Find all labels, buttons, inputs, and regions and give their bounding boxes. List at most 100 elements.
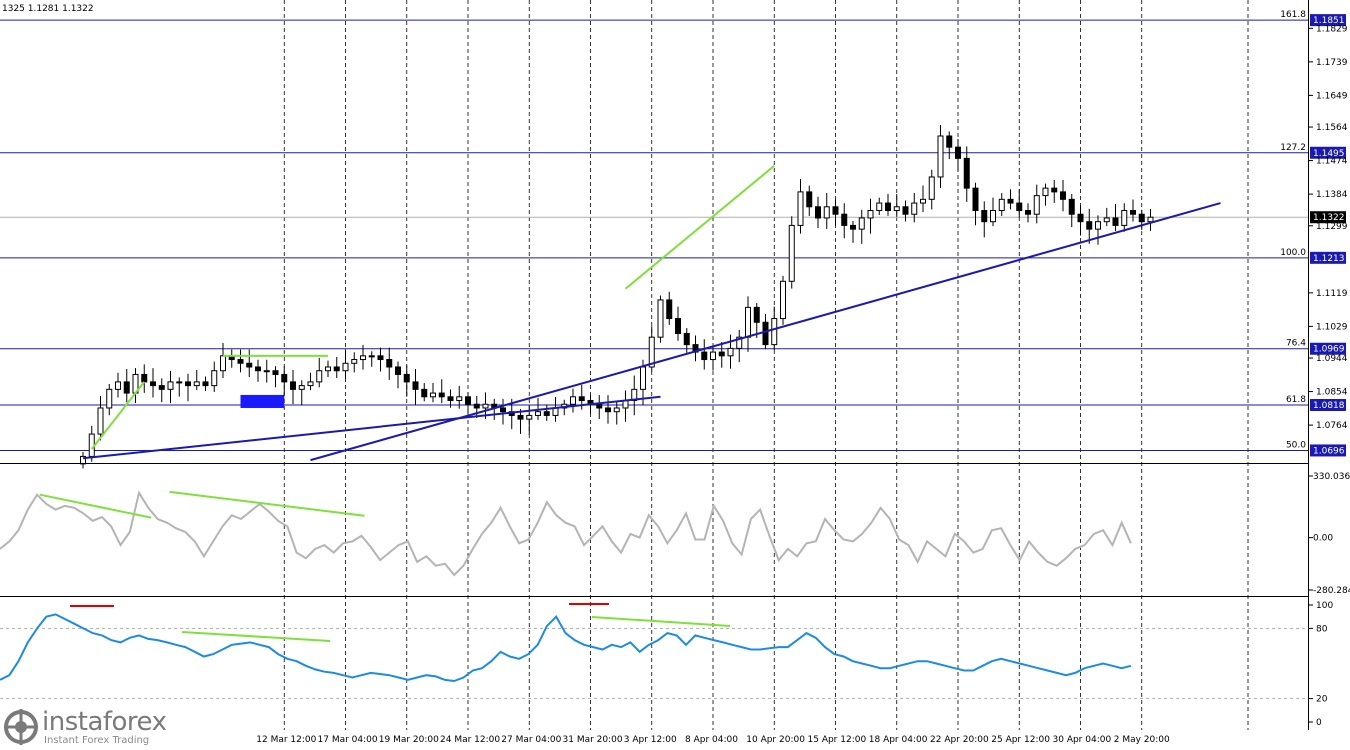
candle-body [911,202,918,215]
candle-body [1016,202,1023,212]
time-label: 2 May 20:00 [1114,735,1170,745]
candle-body [97,407,104,435]
candle-body [893,206,900,212]
candle-body [281,373,288,383]
candle-body [526,414,533,420]
fibonacci-levels: 161.8 1.1851 127.2 1.1495 100.0 1.1213 76.4 1.0… [0,10,1346,457]
time-label: 24 Mar 12:00 [440,735,500,745]
candle-body [377,355,384,361]
candle-body [298,385,305,390]
candle-body [990,210,996,223]
candle-body [438,392,445,398]
fib-price-badge [1310,146,1346,159]
candle-body [1103,217,1110,223]
fib-ratio-label: 76.4 [1286,339,1306,349]
candle-body [1060,191,1066,200]
fib-ratio-label: 61.8 [1286,395,1306,405]
candle-body [1042,187,1049,197]
candle-body [823,206,830,219]
candle-body [727,347,734,357]
current-price-badge [1310,211,1346,224]
candle-body [272,370,279,375]
fib-ratio-label: 161.8 [1280,10,1306,20]
brand-name: instaforex [42,707,167,737]
fib-price-label: 1.0818 [1313,401,1345,411]
candle-body [465,396,471,405]
fib-price-badge [1310,342,1346,355]
candle-body [211,370,218,387]
price-tick-label: 1.0854 [1316,388,1348,398]
candle-body [500,407,506,413]
candle-body [106,388,113,409]
cci-divergence-line [169,490,365,517]
candle-body [246,362,253,368]
rsi-divergence-line [181,631,331,642]
cci-tick-label: -280.2849 [1313,586,1350,596]
candle-body [753,306,760,323]
candle-body [447,396,454,402]
candle-body [185,381,191,387]
time-label: 25 Apr 12:00 [991,735,1050,745]
candle-body [981,210,988,223]
candle-body [640,366,646,390]
rsi-tick-label: 80 [1316,624,1328,634]
trendline [82,395,661,460]
candle-body [360,355,366,361]
fib-ratio-label: 127.2 [1280,143,1306,153]
cci-line [0,490,1132,577]
time-label: 30 Apr 04:00 [1053,735,1112,745]
candle-body [255,366,261,372]
candle-body [342,362,349,372]
candle-body [771,318,778,346]
fib-price-badge [1310,398,1346,411]
time-label: 12 Mar 12:00 [256,735,316,745]
candle-body [1077,213,1084,223]
fib-price-label: 1.1851 [1313,16,1345,26]
candle-body [605,407,611,413]
candle-body [850,224,856,230]
candle-body [596,403,603,409]
candle-body [675,318,681,334]
time-label: 3 Apr 12:00 [624,735,677,745]
candle-body [841,213,848,226]
time-label: 15 Apr 12:00 [808,735,867,745]
candle-body [473,403,480,409]
candle-body [386,359,393,368]
price-tick-label: 1.1564 [1316,123,1348,133]
candle-body [928,176,935,200]
time-label: 18 Apr 04:00 [869,735,928,745]
candle-body [972,187,979,212]
candle-body [456,396,463,402]
candle-body [1112,217,1119,226]
candle-body [237,359,244,364]
candle-body [316,370,323,383]
candle-body [482,403,489,409]
divergence-line [624,165,775,290]
candle-body [858,217,865,230]
price-tick-label: 1.1829 [1316,24,1348,34]
fib-ratio-label: 50.0 [1286,440,1306,450]
candle-body [920,198,926,204]
candle-body [937,135,944,178]
candle-body [666,299,673,320]
price-tick-label: 1.1299 [1316,222,1348,232]
divergence-line [90,381,146,450]
candle-body [1147,216,1154,223]
candle-body [885,202,891,212]
divergence-lines [90,165,775,450]
rsi-panel: 100 80 20 0 [0,601,1333,728]
candle-body [368,355,375,358]
candle-body [788,224,795,282]
rsi-line [0,613,1132,683]
rsi-divergence-line [591,616,731,627]
candle-body [815,206,821,219]
candle-body [351,359,358,364]
price-tick-label: 1.1474 [1316,157,1348,167]
candle-body [1130,210,1136,215]
price-tick-label: 1.1119 [1316,289,1348,299]
price-axis: 1.1829 1.1739 1.1649 1.1564 1.1474 1.1384 1.12… [1308,24,1348,431]
candle-body [780,280,786,320]
candle-body [1095,221,1101,230]
candle-body [998,198,1005,212]
